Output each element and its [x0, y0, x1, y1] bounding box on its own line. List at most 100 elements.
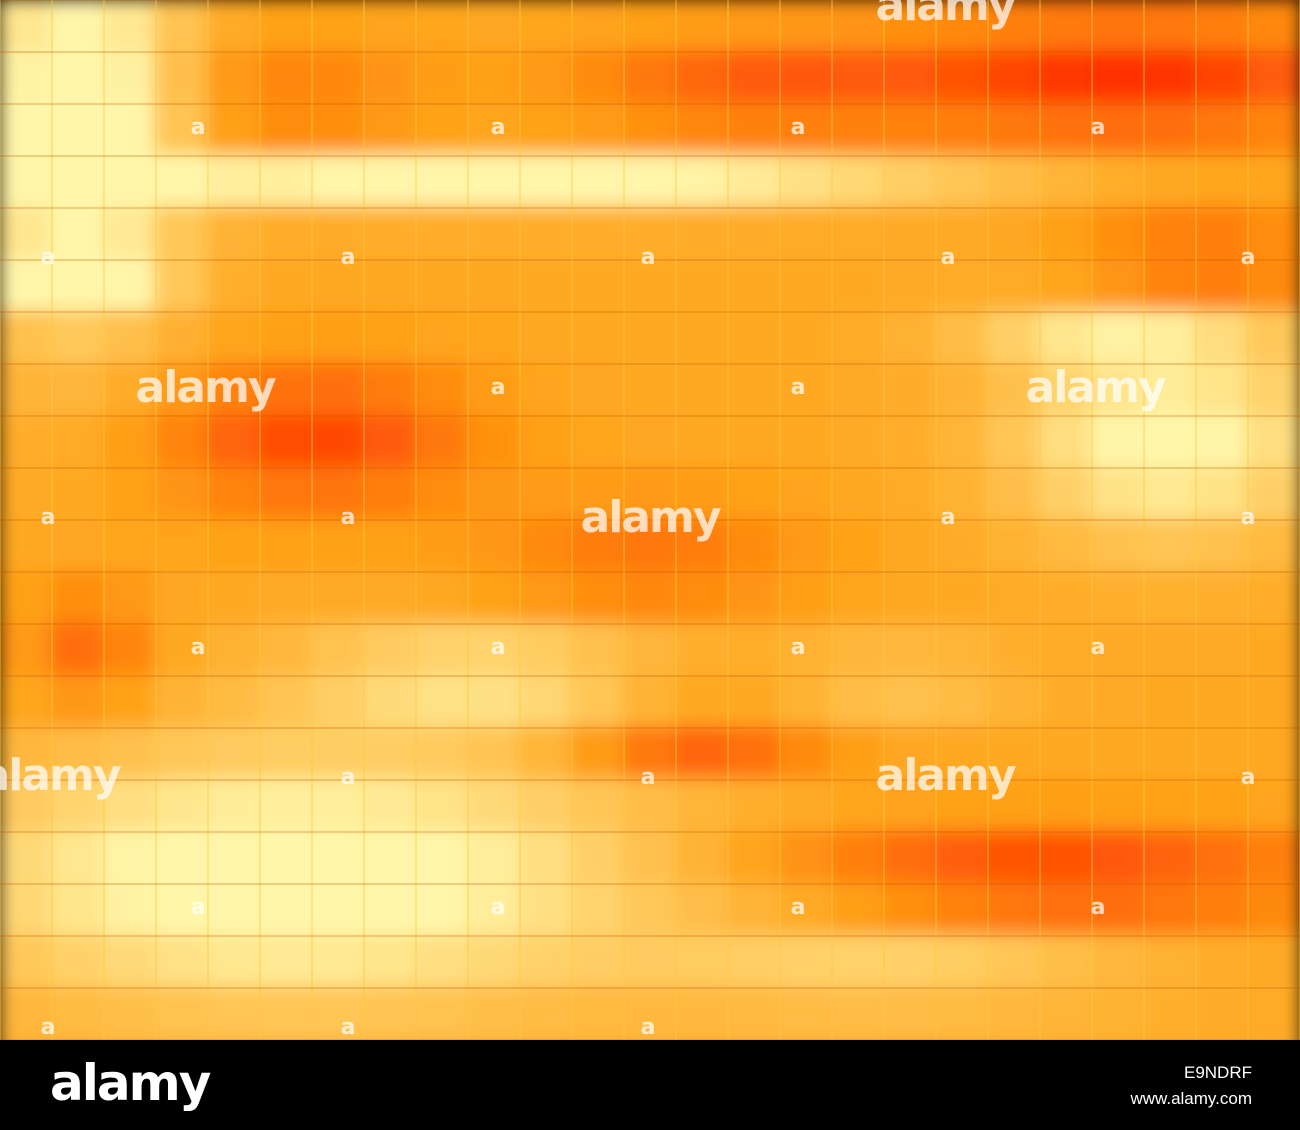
tile — [674, 206, 730, 262]
tile — [50, 830, 106, 886]
tile — [1194, 726, 1250, 782]
tile — [1142, 934, 1198, 990]
tile — [518, 674, 574, 730]
watermark-logo: alamy — [136, 362, 276, 413]
tile — [726, 154, 782, 210]
tile — [466, 518, 522, 574]
tile — [674, 830, 730, 886]
tile — [570, 0, 626, 54]
tile — [414, 778, 470, 834]
tile — [830, 0, 886, 54]
tile — [466, 258, 522, 314]
tile — [518, 830, 574, 886]
tile — [310, 102, 366, 158]
tile — [986, 986, 1042, 1042]
tile — [206, 102, 262, 158]
tile — [1038, 726, 1094, 782]
tile — [102, 674, 158, 730]
tile — [258, 726, 314, 782]
tile — [674, 414, 730, 470]
tile — [830, 50, 886, 106]
tile — [362, 622, 418, 678]
tile — [154, 154, 210, 210]
tile — [1090, 622, 1146, 678]
tile — [414, 830, 470, 886]
tile — [674, 882, 730, 938]
tile — [310, 310, 366, 366]
tile — [1194, 0, 1250, 54]
tile — [674, 674, 730, 730]
tile — [986, 830, 1042, 886]
tile — [518, 50, 574, 106]
tile — [726, 674, 782, 730]
tile — [778, 778, 834, 834]
tile — [674, 154, 730, 210]
watermark-mark: a — [191, 895, 206, 920]
tile — [882, 726, 938, 782]
tile — [466, 778, 522, 834]
tile — [0, 518, 54, 574]
tile — [1038, 102, 1094, 158]
tile — [0, 0, 54, 54]
tile — [102, 778, 158, 834]
tile — [1090, 726, 1146, 782]
tile — [1090, 570, 1146, 626]
tile — [102, 830, 158, 886]
tile — [726, 102, 782, 158]
tile — [0, 258, 54, 314]
tile — [102, 258, 158, 314]
tile — [882, 258, 938, 314]
tile — [466, 362, 522, 418]
tile — [466, 466, 522, 522]
tile — [1142, 622, 1198, 678]
tile — [934, 518, 990, 574]
tile — [778, 830, 834, 886]
tile — [362, 830, 418, 886]
tile — [414, 0, 470, 54]
tile — [934, 778, 990, 834]
watermark-mark: a — [1091, 635, 1106, 660]
tile — [0, 882, 54, 938]
watermark-mark: a — [641, 245, 656, 270]
tile — [986, 466, 1042, 522]
tile — [310, 0, 366, 54]
tile — [622, 778, 678, 834]
tile — [674, 518, 730, 574]
tile — [414, 882, 470, 938]
footer-url: www.alamy.com — [1129, 1089, 1252, 1108]
tile — [726, 206, 782, 262]
tile — [362, 310, 418, 366]
tile — [362, 258, 418, 314]
tile — [50, 518, 106, 574]
tile — [1194, 570, 1250, 626]
tile — [518, 570, 574, 626]
tile — [154, 362, 210, 418]
tile — [1246, 414, 1300, 470]
watermark-mark: a — [491, 635, 506, 660]
tile — [414, 102, 470, 158]
tile — [986, 362, 1042, 418]
tile — [50, 570, 106, 626]
tile — [830, 622, 886, 678]
tile — [362, 0, 418, 54]
tile — [778, 310, 834, 366]
tile — [622, 154, 678, 210]
tile — [258, 414, 314, 470]
tile — [934, 674, 990, 730]
tile — [414, 310, 470, 366]
tile — [1194, 362, 1250, 418]
tile — [622, 0, 678, 54]
tile — [310, 622, 366, 678]
tile — [674, 778, 730, 834]
tile — [310, 414, 366, 470]
tile — [986, 726, 1042, 782]
tile — [154, 206, 210, 262]
tile — [310, 882, 366, 938]
tile — [882, 466, 938, 522]
tile — [1090, 986, 1146, 1042]
tile — [206, 778, 262, 834]
tile — [570, 518, 626, 574]
tile — [1194, 206, 1250, 262]
tile — [1194, 934, 1250, 990]
